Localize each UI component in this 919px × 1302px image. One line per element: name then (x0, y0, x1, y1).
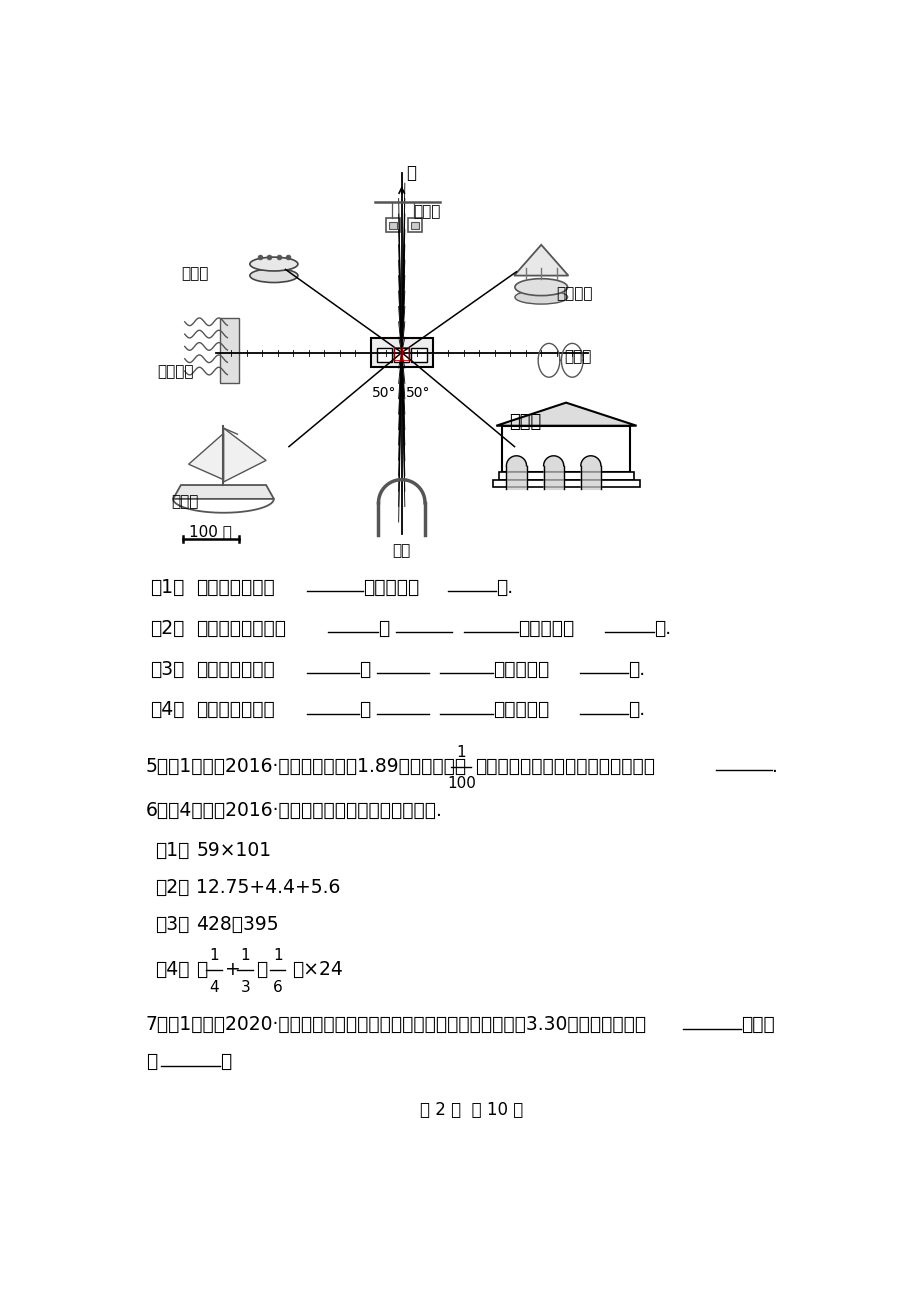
Text: （4）: （4） (155, 960, 189, 979)
Text: 偏: 偏 (378, 618, 390, 638)
Text: 激流勇进: 激流勇进 (157, 365, 194, 379)
Text: （1）: （1） (155, 841, 189, 861)
Text: 6: 6 (273, 980, 282, 995)
Bar (389, 221, 397, 229)
Text: 观览车在餐厅的: 观览车在餐厅的 (196, 578, 275, 596)
Text: 是: 是 (146, 1052, 157, 1072)
Polygon shape (220, 318, 239, 383)
Text: 5．（1分）（2016·石棉模拟）先将1.89缩小到原来的: 5．（1分）（2016·石棉模拟）先将1.89缩小到原来的 (146, 756, 467, 776)
Ellipse shape (250, 256, 298, 271)
Text: （2）: （2） (150, 618, 184, 638)
Text: 第 2 页  共 10 页: 第 2 页 共 10 页 (419, 1100, 523, 1118)
Text: 4: 4 (210, 980, 219, 995)
Text: 游泳馆在餐厅的: 游泳馆在餐厅的 (196, 660, 275, 678)
Text: 方向，距离: 方向，距离 (493, 700, 549, 720)
Text: .: . (771, 756, 777, 776)
Text: （1）: （1） (150, 578, 184, 596)
Text: +: + (225, 960, 241, 979)
Text: 12.75+4.4+5.6: 12.75+4.4+5.6 (196, 879, 340, 897)
Text: 米.: 米. (628, 660, 644, 678)
Text: ，最小: ，最小 (741, 1016, 774, 1034)
Text: 过山车: 过山车 (564, 349, 591, 365)
Text: 碰碰车: 碰碰车 (181, 266, 208, 281)
Bar (411, 348, 426, 362)
Text: 1: 1 (240, 948, 250, 963)
Text: 游泳馆: 游泳馆 (508, 413, 540, 431)
Ellipse shape (515, 279, 567, 296)
Bar (498, 471, 633, 479)
Text: 。: 。 (220, 1052, 231, 1072)
Polygon shape (188, 434, 223, 479)
Ellipse shape (515, 290, 567, 305)
Text: 100 米: 100 米 (188, 523, 232, 539)
Text: 6．（4分）（2016·同心模拟）用简便方法进行计算.: 6．（4分）（2016·同心模拟）用简便方法进行计算. (146, 801, 442, 820)
Ellipse shape (250, 268, 298, 283)
Polygon shape (514, 245, 568, 276)
Text: 偏: 偏 (358, 660, 370, 678)
Text: 旋转木马: 旋转木马 (556, 286, 593, 301)
Bar (502, 426, 630, 471)
Text: 旋转木马在餐厅的: 旋转木马在餐厅的 (196, 618, 286, 638)
Text: 100: 100 (447, 776, 475, 792)
Text: （3）: （3） (150, 660, 184, 678)
Text: 米.: 米. (628, 700, 644, 720)
Text: ）×24: ）×24 (291, 960, 342, 979)
Text: 北: 北 (406, 164, 416, 182)
Text: 米.: 米. (652, 618, 670, 638)
Text: 428－395: 428－395 (196, 915, 278, 935)
Text: 59×101: 59×101 (196, 841, 271, 861)
Text: 3: 3 (240, 980, 250, 995)
Bar (386, 217, 400, 232)
Bar (370, 339, 432, 367)
Polygon shape (173, 486, 274, 499)
Text: 7．（1分）（2020·芜湖）有一个三位小数，用四舍五入法取近似值是3.30，这个数最大是: 7．（1分）（2020·芜湖）有一个三位小数，用四舍五入法取近似值是3.30，这… (146, 1016, 646, 1034)
Text: 50°: 50° (405, 385, 430, 400)
Text: 方向，距离: 方向，距离 (517, 618, 573, 638)
Polygon shape (223, 428, 266, 482)
Text: 海盗船: 海盗船 (171, 493, 199, 509)
Text: （4）: （4） (150, 700, 184, 720)
Bar (377, 348, 392, 362)
Text: －: － (255, 960, 267, 979)
Bar (493, 479, 639, 487)
Polygon shape (495, 402, 636, 426)
Text: 50°: 50° (372, 385, 396, 400)
Text: 餐厅: 餐厅 (392, 346, 411, 361)
Bar (411, 221, 418, 229)
Text: 门口: 门口 (392, 543, 411, 559)
Text: （2）: （2） (155, 879, 189, 897)
Text: （: （ (196, 960, 208, 979)
Text: ，再把小数点向右移动三位，结果是: ，再把小数点向右移动三位，结果是 (475, 756, 654, 776)
Text: （3）: （3） (155, 915, 189, 935)
Bar (407, 217, 422, 232)
Text: 偏: 偏 (358, 700, 370, 720)
Text: 方向，距离: 方向，距离 (493, 660, 549, 678)
Text: 米.: 米. (495, 578, 513, 596)
Text: 方向，距离: 方向，距离 (363, 578, 419, 596)
Text: 1: 1 (456, 745, 466, 760)
Text: 海盗船在餐厅的: 海盗船在餐厅的 (196, 700, 275, 720)
Text: 1: 1 (273, 948, 282, 963)
Text: 1: 1 (210, 948, 219, 963)
Text: 观览车: 观览车 (413, 204, 440, 219)
Bar (393, 348, 409, 362)
